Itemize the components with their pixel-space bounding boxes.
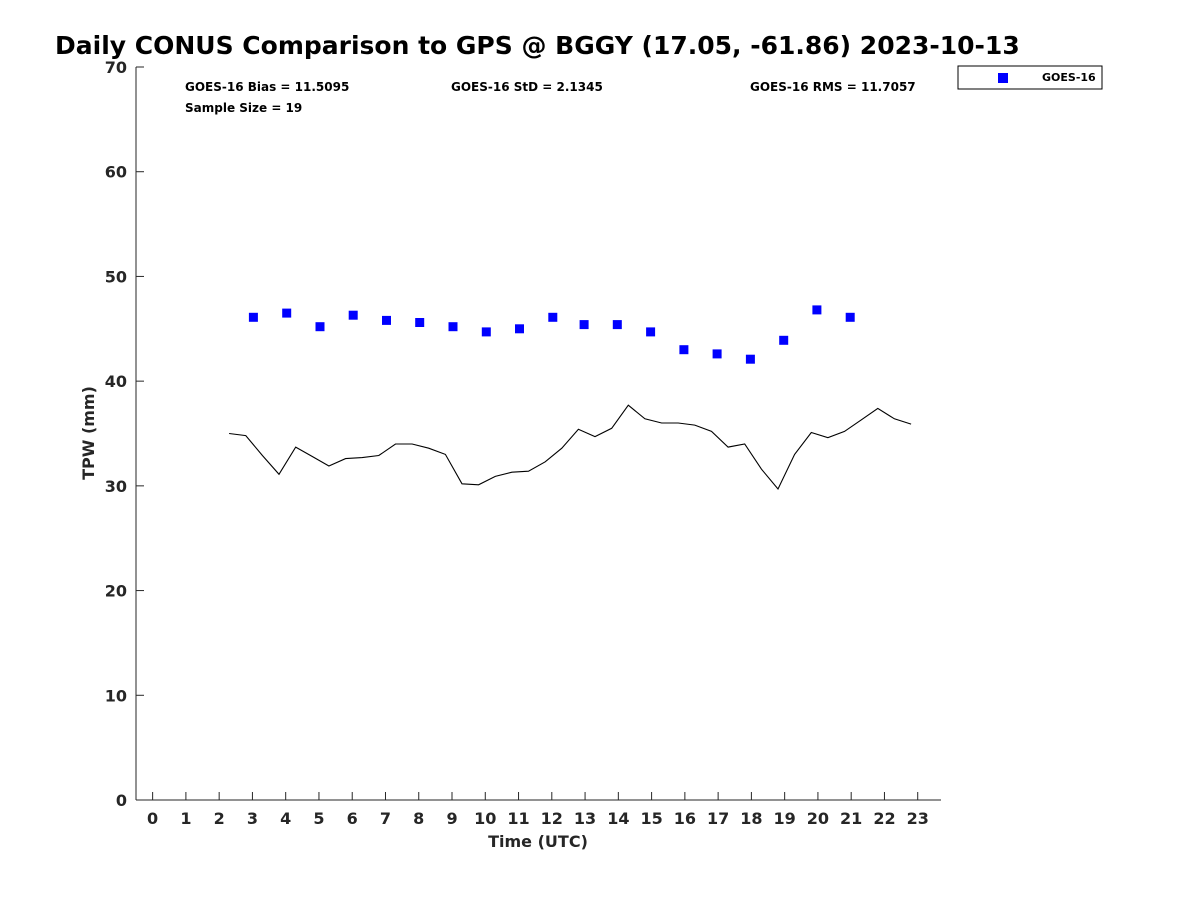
legend: GOES-16 <box>957 65 1103 90</box>
legend-label-goes-16: GOES-16 <box>1042 71 1096 84</box>
series-line <box>229 404 912 491</box>
y-tick-label: 50 <box>105 267 127 286</box>
data-point <box>481 327 491 337</box>
legend-marker-goes-16 <box>998 73 1008 83</box>
annotation-sample-size: Sample Size = 19 <box>185 101 302 115</box>
annotation-rms: GOES-16 RMS = 11.7057 <box>750 80 916 94</box>
data-point <box>348 310 358 320</box>
x-tick-label: 16 <box>674 809 696 828</box>
x-tick-label: 4 <box>280 809 291 828</box>
legend-box <box>957 65 1103 90</box>
data-point <box>712 349 722 359</box>
data-point <box>745 354 755 364</box>
x-tick-label: 3 <box>247 809 258 828</box>
x-tick-label: 12 <box>541 809 563 828</box>
data-point <box>579 320 589 330</box>
x-tick-label: 11 <box>507 809 529 828</box>
chart-title: Daily CONUS Comparison to GPS @ BGGY (17… <box>55 31 1020 60</box>
x-tick-label: 8 <box>413 809 424 828</box>
data-point <box>415 318 425 327</box>
x-tick-label: 9 <box>446 809 457 828</box>
y-tick-label: 10 <box>105 686 127 705</box>
data-point <box>248 312 258 322</box>
x-tick-label: 20 <box>807 809 829 828</box>
data-point <box>812 305 822 315</box>
y-tick-label: 60 <box>105 163 127 182</box>
x-tick-label: 18 <box>740 809 762 828</box>
x-tick-label: 19 <box>774 809 796 828</box>
x-tick-label: 15 <box>640 809 662 828</box>
y-tick-label: 30 <box>105 477 127 496</box>
data-point <box>679 345 689 355</box>
x-tick-label: 2 <box>214 809 225 828</box>
data-point <box>382 315 391 325</box>
y-tick-label: 20 <box>105 582 127 601</box>
x-tick-label: 0 <box>147 809 158 828</box>
data-point <box>612 320 622 330</box>
data-point <box>515 324 524 334</box>
x-axis-label: Time (UTC) <box>488 832 588 851</box>
y-tick-label: 40 <box>105 372 127 391</box>
x-tick-label: 17 <box>707 809 729 828</box>
data-point <box>315 322 325 332</box>
annotation-std: GOES-16 StD = 2.1345 <box>451 80 603 94</box>
data-point <box>779 335 789 345</box>
x-tick-label: 14 <box>607 809 629 828</box>
x-tick-label: 7 <box>380 809 391 828</box>
data-point <box>548 312 558 322</box>
data-point <box>282 308 292 318</box>
x-tick-label: 21 <box>840 809 862 828</box>
x-tick-label: 23 <box>907 809 929 828</box>
x-tick-label: 6 <box>347 809 358 828</box>
y-axis-label: TPW (mm) <box>79 386 98 480</box>
x-tick-label: 5 <box>313 809 324 828</box>
annotation-bias: GOES-16 Bias = 11.5095 <box>185 80 349 94</box>
x-tick-label: 1 <box>180 809 191 828</box>
data-point <box>646 327 656 337</box>
data-point <box>448 322 458 332</box>
y-tick-label: 70 <box>105 58 127 77</box>
x-tick-label: 10 <box>474 809 496 828</box>
x-tick-label: 22 <box>873 809 895 828</box>
data-point <box>845 312 855 322</box>
y-tick-label: 0 <box>116 791 127 810</box>
x-tick-label: 13 <box>574 809 596 828</box>
